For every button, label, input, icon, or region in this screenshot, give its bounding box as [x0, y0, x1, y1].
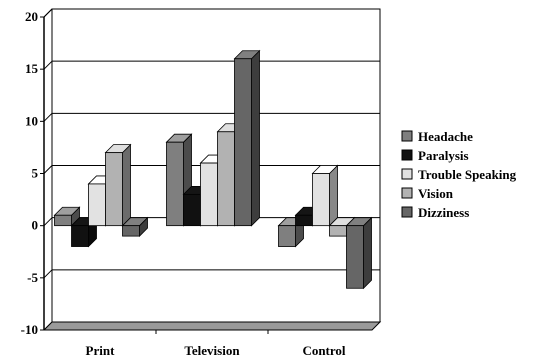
bars-layer — [53, 49, 373, 290]
y-tick-label: 10 — [25, 113, 38, 128]
bar-front-face — [71, 225, 89, 247]
bar-vision-print — [104, 143, 132, 227]
x-category-label: Print — [86, 343, 116, 358]
bar-front-face — [54, 214, 72, 227]
bar-front-face — [88, 183, 106, 227]
y-tick-label: -5 — [27, 270, 38, 285]
x-category-label: Television — [184, 343, 240, 358]
gridline-depth — [43, 60, 53, 70]
bar-front-face — [122, 225, 140, 237]
bar-front-face — [183, 193, 201, 227]
plot-floor — [42, 321, 382, 331]
y-tick-label: -10 — [21, 322, 38, 337]
bar-front-face — [105, 152, 123, 227]
axes-layer: -10 -5 0 5 10 15 20 Print Television Control — [21, 8, 346, 358]
gridline-depth — [43, 112, 53, 122]
bar-trouble-speaking-control — [311, 164, 339, 227]
legend-label: Paralysis — [418, 148, 469, 163]
y-tick-label: 20 — [25, 9, 38, 24]
y-tick-label: 15 — [25, 61, 39, 76]
bar-front-face — [312, 173, 330, 227]
gridline-depth — [43, 269, 53, 279]
bar-front-face — [234, 58, 252, 227]
x-category-label: Control — [302, 343, 345, 358]
legend-swatch — [401, 130, 413, 142]
legend-label: Dizziness — [418, 205, 469, 220]
bar-front-face — [295, 214, 313, 227]
bar-front-face — [200, 162, 218, 227]
legend-label: Vision — [418, 186, 454, 201]
bar-dizziness-control — [345, 216, 373, 290]
bar-front-face — [278, 225, 296, 247]
legend-swatch — [401, 187, 413, 199]
bar-side-face — [363, 216, 372, 290]
bar-side-face — [122, 143, 131, 227]
bar-side-face — [251, 49, 260, 227]
bar-front-face — [329, 225, 347, 237]
bar-paralysis-print — [70, 216, 98, 248]
legend-swatch — [401, 149, 413, 161]
y-tick-label: 0 — [32, 218, 39, 233]
bar-front-face — [346, 225, 364, 289]
legend: Headache Paralysis Trouble Speaking Vision D… — [401, 129, 517, 220]
legend-swatch — [401, 168, 413, 180]
bar-dizziness-television — [233, 49, 261, 227]
legend-swatch — [401, 206, 413, 218]
legend-label: Trouble Speaking — [418, 167, 517, 182]
gridline-depth — [43, 217, 53, 227]
bar-headache-print — [53, 206, 81, 227]
bar-dizziness-print — [121, 216, 149, 238]
bar-side-face — [329, 164, 338, 227]
bar-front-face — [217, 131, 235, 227]
gridline-depth — [43, 165, 53, 174]
y-axis-depth-line — [43, 8, 53, 18]
legend-label: Headache — [418, 129, 473, 144]
bar-front-face — [166, 141, 184, 227]
y-tick-label: 5 — [32, 166, 39, 181]
